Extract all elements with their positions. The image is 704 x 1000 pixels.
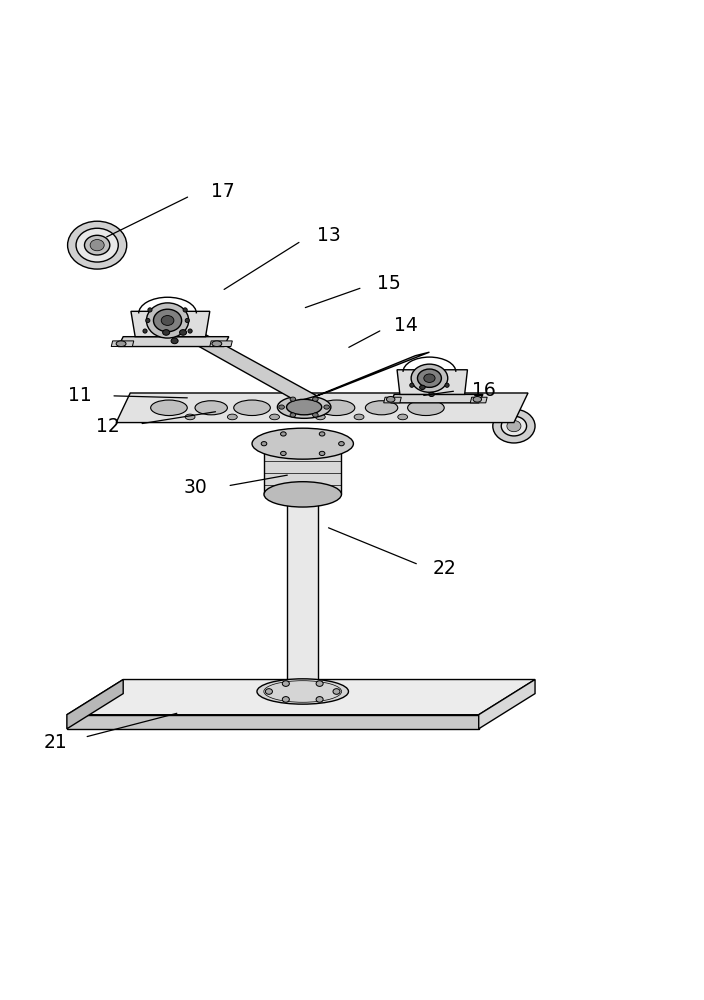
Ellipse shape xyxy=(290,413,296,417)
Ellipse shape xyxy=(148,308,152,312)
Ellipse shape xyxy=(339,442,344,446)
Ellipse shape xyxy=(264,482,341,507)
Ellipse shape xyxy=(265,689,272,694)
Ellipse shape xyxy=(252,428,353,459)
Polygon shape xyxy=(210,341,232,347)
Ellipse shape xyxy=(278,401,310,415)
Ellipse shape xyxy=(493,409,535,443)
Ellipse shape xyxy=(318,400,355,416)
Ellipse shape xyxy=(264,431,341,456)
Ellipse shape xyxy=(227,414,237,420)
Ellipse shape xyxy=(195,401,227,415)
Ellipse shape xyxy=(429,392,434,397)
Text: 22: 22 xyxy=(433,559,457,578)
Polygon shape xyxy=(118,337,229,347)
Polygon shape xyxy=(470,397,487,403)
Ellipse shape xyxy=(146,303,189,338)
Ellipse shape xyxy=(324,405,329,409)
Ellipse shape xyxy=(290,397,296,401)
Polygon shape xyxy=(264,444,341,494)
Polygon shape xyxy=(287,494,318,691)
Polygon shape xyxy=(391,394,483,403)
Ellipse shape xyxy=(282,697,289,702)
Ellipse shape xyxy=(171,338,178,344)
Ellipse shape xyxy=(261,442,267,446)
Ellipse shape xyxy=(507,420,521,432)
Ellipse shape xyxy=(501,416,527,436)
Ellipse shape xyxy=(234,400,270,416)
Ellipse shape xyxy=(270,414,279,420)
Polygon shape xyxy=(67,680,535,715)
Ellipse shape xyxy=(212,341,222,347)
Ellipse shape xyxy=(320,451,325,456)
Ellipse shape xyxy=(68,221,127,269)
Ellipse shape xyxy=(282,681,289,686)
Ellipse shape xyxy=(316,697,323,702)
Ellipse shape xyxy=(365,401,398,415)
Ellipse shape xyxy=(280,451,286,456)
Polygon shape xyxy=(116,393,528,423)
Ellipse shape xyxy=(408,400,444,416)
Ellipse shape xyxy=(424,374,435,382)
Ellipse shape xyxy=(473,397,482,402)
Ellipse shape xyxy=(410,383,414,387)
Ellipse shape xyxy=(287,399,322,415)
Polygon shape xyxy=(67,680,123,729)
Ellipse shape xyxy=(354,414,364,420)
Ellipse shape xyxy=(183,308,187,312)
Ellipse shape xyxy=(180,330,187,335)
Text: 21: 21 xyxy=(43,733,67,752)
Ellipse shape xyxy=(90,240,104,251)
Ellipse shape xyxy=(279,405,284,409)
Polygon shape xyxy=(479,680,535,729)
Ellipse shape xyxy=(320,432,325,436)
Text: 12: 12 xyxy=(96,417,120,436)
Ellipse shape xyxy=(153,309,182,332)
Ellipse shape xyxy=(151,400,187,416)
Text: 14: 14 xyxy=(394,316,418,335)
Polygon shape xyxy=(67,715,479,729)
Ellipse shape xyxy=(277,396,331,418)
Text: 13: 13 xyxy=(317,226,341,245)
Ellipse shape xyxy=(116,341,126,347)
Ellipse shape xyxy=(143,329,147,333)
Polygon shape xyxy=(317,352,429,396)
Ellipse shape xyxy=(386,397,395,402)
Polygon shape xyxy=(384,397,401,403)
Ellipse shape xyxy=(313,397,318,401)
Ellipse shape xyxy=(84,235,110,255)
Text: 17: 17 xyxy=(211,182,235,201)
Ellipse shape xyxy=(411,364,448,392)
Ellipse shape xyxy=(146,318,150,323)
Polygon shape xyxy=(169,325,317,401)
Ellipse shape xyxy=(76,228,118,262)
Polygon shape xyxy=(111,341,134,347)
Ellipse shape xyxy=(417,369,441,387)
Ellipse shape xyxy=(398,414,408,420)
Ellipse shape xyxy=(257,679,348,704)
Text: 30: 30 xyxy=(184,478,208,497)
Ellipse shape xyxy=(445,383,449,387)
Ellipse shape xyxy=(316,681,323,686)
Text: 11: 11 xyxy=(68,386,92,405)
Polygon shape xyxy=(397,370,467,394)
Text: 16: 16 xyxy=(472,381,496,400)
Ellipse shape xyxy=(161,316,174,325)
Ellipse shape xyxy=(315,414,325,420)
Ellipse shape xyxy=(281,432,286,436)
Ellipse shape xyxy=(185,414,195,420)
Ellipse shape xyxy=(185,318,189,323)
Ellipse shape xyxy=(188,329,192,333)
Ellipse shape xyxy=(420,385,425,389)
Text: 15: 15 xyxy=(377,274,401,293)
Ellipse shape xyxy=(333,689,340,694)
Ellipse shape xyxy=(163,330,170,335)
Polygon shape xyxy=(131,311,210,337)
Ellipse shape xyxy=(313,413,318,417)
